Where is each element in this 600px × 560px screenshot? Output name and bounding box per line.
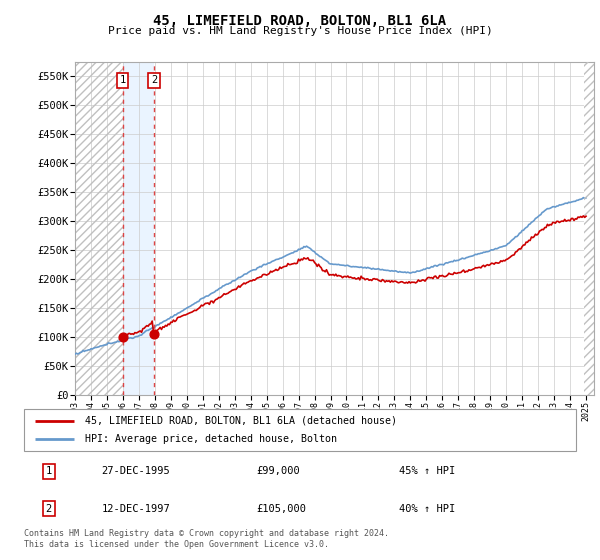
- Bar: [75, 62, 122, 395]
- FancyBboxPatch shape: [24, 409, 576, 451]
- Text: 45% ↑ HPI: 45% ↑ HPI: [400, 466, 455, 476]
- Bar: [122, 62, 154, 395]
- Text: 12-DEC-1997: 12-DEC-1997: [101, 504, 170, 514]
- Text: 40% ↑ HPI: 40% ↑ HPI: [400, 504, 455, 514]
- Text: £105,000: £105,000: [256, 504, 306, 514]
- Text: 45, LIMEFIELD ROAD, BOLTON, BL1 6LA (detached house): 45, LIMEFIELD ROAD, BOLTON, BL1 6LA (det…: [85, 416, 397, 426]
- Text: 45, LIMEFIELD ROAD, BOLTON, BL1 6LA: 45, LIMEFIELD ROAD, BOLTON, BL1 6LA: [154, 14, 446, 28]
- Text: Contains HM Land Registry data © Crown copyright and database right 2024.
This d: Contains HM Land Registry data © Crown c…: [24, 529, 389, 549]
- Text: HPI: Average price, detached house, Bolton: HPI: Average price, detached house, Bolt…: [85, 434, 337, 444]
- Bar: [584, 62, 594, 395]
- Point: [149, 329, 159, 338]
- Text: 1: 1: [46, 466, 52, 476]
- Text: 2: 2: [151, 75, 157, 85]
- Text: 1: 1: [119, 75, 126, 85]
- Text: 2: 2: [46, 504, 52, 514]
- Text: £99,000: £99,000: [256, 466, 299, 476]
- Bar: [75, 62, 122, 395]
- Point: [118, 333, 127, 342]
- Text: Price paid vs. HM Land Registry's House Price Index (HPI): Price paid vs. HM Land Registry's House …: [107, 26, 493, 36]
- Bar: [584, 62, 594, 395]
- Text: 27-DEC-1995: 27-DEC-1995: [101, 466, 170, 476]
